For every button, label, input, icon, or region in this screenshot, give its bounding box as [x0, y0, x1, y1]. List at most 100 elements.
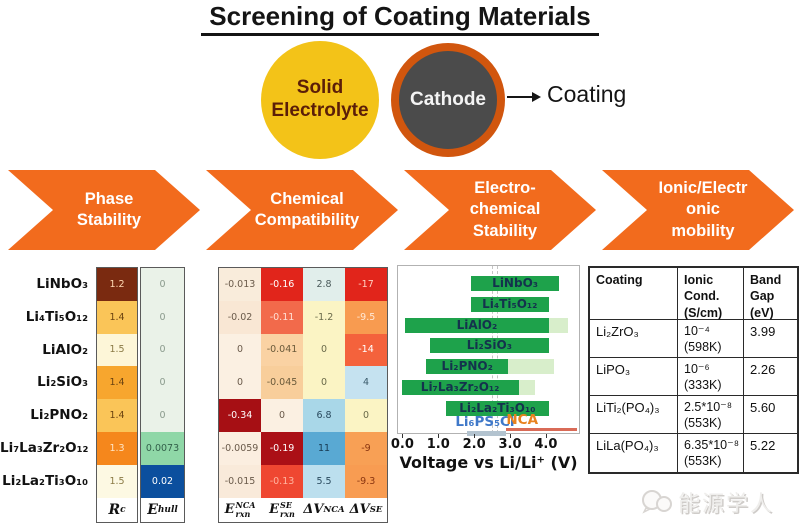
cond-value: 10⁻⁴ [684, 324, 710, 338]
material-label: Li₂SiO₃ [37, 374, 88, 391]
heatmap-cell: 0 [141, 333, 184, 367]
cond-temp: (598K) [684, 339, 722, 354]
table-header-cell: Band Gap (eV) [744, 268, 797, 320]
banner-ionic-electronic-mobility: Ionic/Electr onic mobility [602, 170, 794, 250]
math-sup: SE [280, 500, 292, 511]
stability-bar [405, 317, 549, 333]
heatmap-cell: -9.5 [345, 300, 387, 334]
math-sup: NCA [323, 504, 345, 515]
heatmap-column-label: E SE rxn [261, 497, 303, 522]
heatmap-cell: 1.3 [97, 431, 137, 465]
material-label: LiNbO₃ [36, 276, 88, 292]
bar-label: Li₄Ti₅O₁₂ [482, 296, 538, 311]
table-header-cell: Ionic Cond. (S/cm) [678, 268, 744, 320]
stability-bar [470, 276, 560, 291]
heatmap-cell: 4 [345, 366, 387, 400]
heatmap-cell: 1.5 [97, 464, 137, 498]
x-tick-mark [438, 434, 440, 438]
reference-label: Li₆PS₅Cl [455, 414, 515, 430]
banner-electrochemical-stability: Electro- chemical Stability [404, 170, 596, 250]
heatmap-cell: 0.0073 [141, 431, 184, 465]
stability-bar [426, 359, 509, 375]
heatmap-cell: 6.8 [303, 399, 345, 432]
heatmap-cell: 0 [303, 333, 345, 367]
heatmap-column-label: E NCA rxn [219, 497, 261, 522]
heatmap-column-label: ΔV SE [345, 497, 387, 522]
table-cell-ionic-cond: 2.5*10⁻⁸ (553K) [678, 396, 744, 434]
heatmap-cell: -0.11 [261, 300, 303, 334]
heatmap-cell: -1.2 [303, 300, 345, 334]
math-base: E [224, 502, 235, 518]
cond-value: 2.5*10⁻⁸ [684, 400, 733, 414]
x-tick-label: 2.0 [462, 437, 486, 452]
heatmap-cell: -17 [345, 268, 387, 301]
figure-title-text: Screening of Coating Materials [201, 1, 599, 36]
watermark: 能源学人 [640, 486, 774, 518]
banner-label: Phase Stability [76, 189, 142, 229]
banner-phase-stability: Phase Stability [8, 170, 200, 250]
heatmap-cell: -9 [345, 431, 387, 465]
cond-temp: (333K) [684, 377, 722, 392]
coating-properties-table: Coating Ionic Cond. (S/cm) Band Gap (eV) Li… [588, 266, 799, 474]
coating-label: Coating [547, 81, 627, 107]
heatmap-cell: 1.5 [97, 333, 137, 367]
material-label: LiAlO₂ [42, 341, 88, 358]
stability-bar [401, 380, 519, 395]
cathode-label: Cathode [410, 89, 486, 110]
watermark-logo-icon [642, 490, 672, 514]
math-sub: c [120, 504, 126, 515]
stability-bar-metastable [508, 359, 555, 375]
heatmap-cell: 0 [219, 366, 261, 400]
heatmap-cell: 0 [303, 366, 345, 400]
math-stack: NCA rxn [236, 501, 256, 518]
heatmap-cell: -0.041 [261, 333, 303, 367]
heatmap-cell: -0.013 [219, 268, 261, 301]
heatmap-cell: 11 [303, 431, 345, 465]
heatmap-row: -0.02 -0.11 -1.2 -9.5 [219, 300, 387, 334]
banner-label: Chemical Compatibility [254, 189, 360, 229]
heatmap-cell: -0.045 [261, 366, 303, 400]
bar-label: Li₂SiO₃ [466, 338, 512, 353]
x-tick-label: 1.0 [426, 437, 450, 452]
stability-bar-metastable [548, 317, 569, 333]
heatmap-row: -0.34 0 6.8 0 [219, 399, 387, 432]
bar-label: Li₂La₂Ti₃O₁₀ [459, 400, 536, 415]
heatmap-cell: 0 [141, 268, 184, 301]
heatmap-cell: 1.4 [97, 366, 137, 400]
bar-label: Li₂PNO₂ [441, 359, 493, 374]
x-tick-mark [474, 434, 476, 438]
heatmap-cell: -0.015 [219, 464, 261, 498]
x-axis-ticks: 0.0 1.0 2.0 3.0 4.0 [391, 434, 580, 453]
material-label: Li₇La₃Zr₂O₁₂ [0, 440, 89, 456]
heatmap-cell: -0.16 [261, 268, 303, 301]
table-cell-coating: Li₂ZrO₃ [590, 320, 678, 358]
stability-bar [470, 296, 549, 312]
heatmap-cell: 0 [345, 399, 387, 432]
heatmap-row: -0.013 -0.16 2.8 -17 [219, 268, 387, 301]
math-base: R [108, 501, 121, 518]
table-cell-band-gap: 5.22 [750, 438, 776, 453]
heatmap-row: -0.015 -0.13 5.5 -9.3 [219, 464, 387, 498]
cond-value: 10⁻⁶ [684, 362, 710, 376]
heatmap-cell: -0.13 [261, 464, 303, 498]
x-tick-mark [510, 434, 512, 438]
solid-electrolyte-label: Solid Electrolyte [271, 77, 369, 121]
material-label: Li₂PNO₂ [30, 407, 88, 424]
table-cell-coating: LiLa(PO₄)₃ [590, 434, 678, 472]
cond-temp: (553K) [684, 453, 722, 468]
math-sub: rxn [280, 508, 295, 519]
heatmap-cell: 1.4 [97, 300, 137, 334]
table-cell-band-gap: 5.60 [744, 396, 797, 434]
math-sub: hull [157, 504, 178, 515]
heatmap-cell: -0.19 [261, 431, 303, 465]
table-header-cell: Coating [590, 268, 678, 320]
material-label: Li₄Ti₅O₁₂ [25, 308, 88, 325]
x-tick-label: 3.0 [498, 437, 522, 452]
x-tick-mark [402, 434, 404, 438]
table-cell-ionic-cond: 6.35*10⁻⁸ (553K) [678, 434, 744, 472]
heatmap-row: 0 -0.045 0 4 [219, 366, 387, 400]
